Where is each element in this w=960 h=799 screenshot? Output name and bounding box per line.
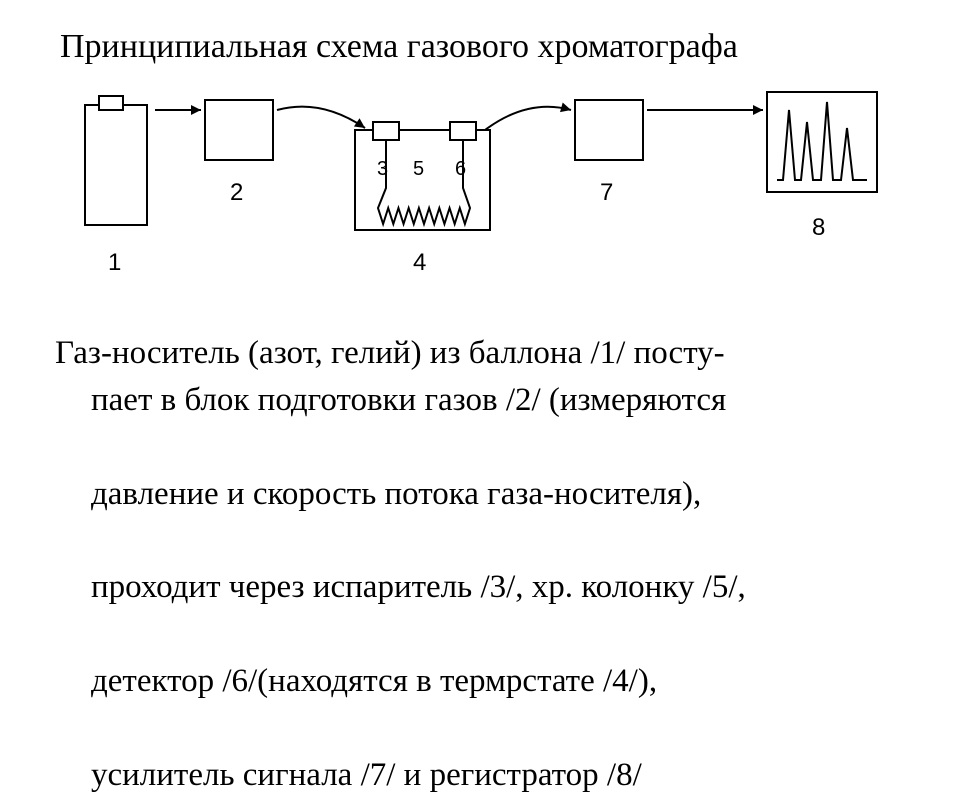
label-8: 8 — [812, 214, 825, 241]
description-line: детектор /6/(находятся в термрстате /4/)… — [55, 658, 910, 705]
node-1-valve — [99, 96, 123, 110]
node-6-detector — [450, 122, 476, 140]
flow-arrow — [277, 107, 365, 128]
node-1-cylinder — [85, 105, 147, 225]
page-title: Принципиальная схема газового хроматогра… — [60, 28, 738, 66]
label-7: 7 — [600, 179, 613, 206]
description-line: усилитель сигнала /7/ и регистратор /8/ — [55, 752, 910, 799]
label-4: 4 — [413, 249, 426, 276]
node-4-thermostat — [355, 130, 490, 230]
arrow-head — [753, 105, 763, 115]
description-text: Газ-носитель (азот, гелий) из баллона /1… — [55, 330, 910, 799]
description-line: проходит через испаритель /3/, хр. колон… — [55, 564, 910, 611]
node-2-block — [205, 100, 273, 160]
node-3-evaporator — [373, 122, 399, 140]
schematic-diagram: 12436578 — [55, 80, 915, 290]
arrow-head — [191, 105, 201, 115]
description-line: пает в блок подготовки газов /2/ (измеря… — [55, 377, 910, 424]
arrow-head — [560, 102, 571, 112]
flow-arrow — [485, 107, 571, 130]
label-5: 5 — [413, 158, 424, 180]
description-line: давление и скорость потока газа-носителя… — [55, 471, 910, 518]
label-1: 1 — [108, 249, 121, 276]
label-2: 2 — [230, 179, 243, 206]
label-6: 6 — [455, 158, 466, 180]
node-7-amplifier — [575, 100, 643, 160]
description-line: Газ-носитель (азот, гелий) из баллона /1… — [55, 335, 725, 371]
